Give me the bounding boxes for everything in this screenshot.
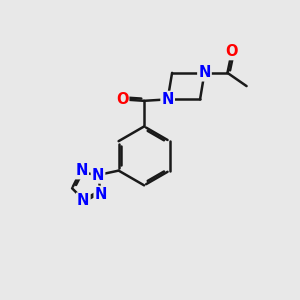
Text: N: N	[77, 194, 89, 208]
Text: O: O	[116, 92, 128, 107]
Text: N: N	[161, 92, 174, 107]
Text: N: N	[198, 65, 211, 80]
Text: N: N	[76, 163, 88, 178]
Text: N: N	[94, 187, 107, 202]
Text: O: O	[226, 44, 238, 59]
Text: N: N	[92, 167, 104, 182]
